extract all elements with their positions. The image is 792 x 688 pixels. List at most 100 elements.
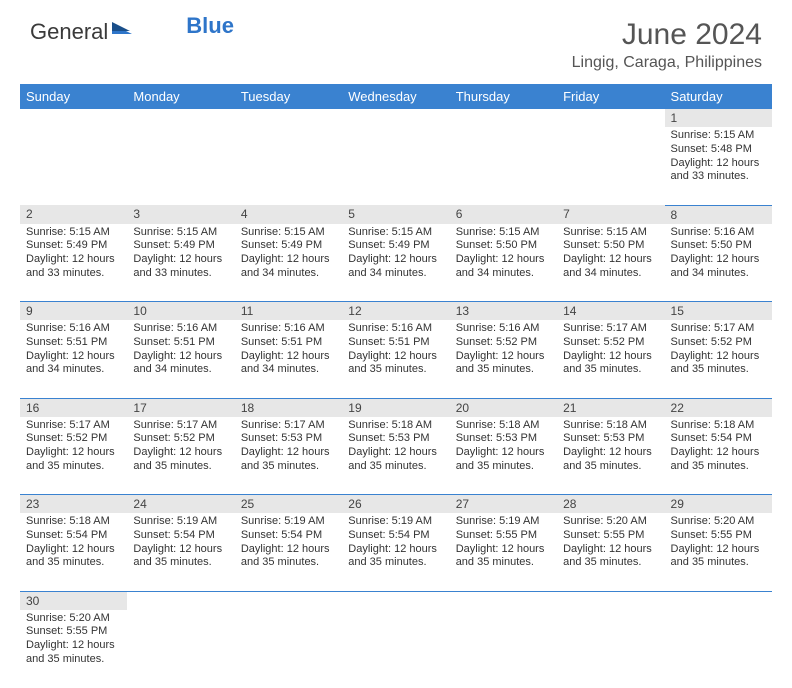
daylight-text: and 35 minutes. — [563, 556, 658, 570]
daylight-text: and 35 minutes. — [133, 556, 228, 570]
sunrise-text: Sunrise: 5:15 AM — [26, 226, 121, 240]
daylight-text: and 34 minutes. — [133, 363, 228, 377]
daylight-text: and 35 minutes. — [26, 460, 121, 474]
daylight-text: and 34 minutes. — [348, 267, 443, 281]
day-number-cell: 12 — [342, 302, 449, 321]
daylight-text: and 35 minutes. — [456, 556, 551, 570]
daylight-text: Daylight: 12 hours — [671, 350, 766, 364]
daylight-text: Daylight: 12 hours — [133, 446, 228, 460]
daylight-text: Daylight: 12 hours — [26, 446, 121, 460]
day-body-row: Sunrise: 5:15 AMSunset: 5:49 PMDaylight:… — [20, 224, 772, 302]
day-number-cell: 7 — [557, 205, 664, 224]
day-number-cell: 2 — [20, 205, 127, 224]
day-number-cell — [450, 591, 557, 610]
sunrise-text: Sunrise: 5:17 AM — [133, 419, 228, 433]
day-number-cell: 30 — [20, 591, 127, 610]
day-body-cell: Sunrise: 5:16 AMSunset: 5:51 PMDaylight:… — [235, 320, 342, 398]
day-number-cell — [342, 109, 449, 127]
sunrise-text: Sunrise: 5:17 AM — [241, 419, 336, 433]
daylight-text: Daylight: 12 hours — [563, 350, 658, 364]
day-body-cell: Sunrise: 5:15 AMSunset: 5:49 PMDaylight:… — [20, 224, 127, 302]
daylight-text: Daylight: 12 hours — [671, 543, 766, 557]
daylight-text: and 35 minutes. — [26, 556, 121, 570]
day-body-row: Sunrise: 5:17 AMSunset: 5:52 PMDaylight:… — [20, 417, 772, 495]
daylight-text: and 35 minutes. — [671, 363, 766, 377]
day-body-cell: Sunrise: 5:18 AMSunset: 5:54 PMDaylight:… — [665, 417, 772, 495]
day-number-cell: 16 — [20, 398, 127, 417]
day-number-cell: 8 — [665, 205, 772, 224]
daylight-text: Daylight: 12 hours — [133, 253, 228, 267]
day-body-cell: Sunrise: 5:16 AMSunset: 5:51 PMDaylight:… — [20, 320, 127, 398]
daylight-text: and 35 minutes. — [456, 460, 551, 474]
sunset-text: Sunset: 5:53 PM — [456, 432, 551, 446]
day-body-cell — [20, 127, 127, 205]
sunset-text: Sunset: 5:51 PM — [348, 336, 443, 350]
sunset-text: Sunset: 5:49 PM — [348, 239, 443, 253]
day-number-cell: 1 — [665, 109, 772, 127]
daylight-text: Daylight: 12 hours — [348, 350, 443, 364]
day-body-cell — [665, 610, 772, 688]
daylight-text: Daylight: 12 hours — [671, 253, 766, 267]
sunset-text: Sunset: 5:50 PM — [456, 239, 551, 253]
weekday-header: Wednesday — [342, 84, 449, 109]
day-number-cell: 23 — [20, 495, 127, 514]
daylight-text: Daylight: 12 hours — [133, 543, 228, 557]
flag-icon — [112, 18, 134, 44]
day-number-row: 2345678 — [20, 205, 772, 224]
day-number-cell: 9 — [20, 302, 127, 321]
sunset-text: Sunset: 5:52 PM — [26, 432, 121, 446]
day-number-cell: 29 — [665, 495, 772, 514]
day-number-row: 16171819202122 — [20, 398, 772, 417]
daylight-text: and 35 minutes. — [241, 460, 336, 474]
daylight-text: Daylight: 12 hours — [563, 446, 658, 460]
sunrise-text: Sunrise: 5:20 AM — [26, 612, 121, 626]
day-body-cell — [557, 127, 664, 205]
daylight-text: Daylight: 12 hours — [26, 350, 121, 364]
day-number-cell — [557, 591, 664, 610]
day-body-row: Sunrise: 5:16 AMSunset: 5:51 PMDaylight:… — [20, 320, 772, 398]
sunrise-text: Sunrise: 5:18 AM — [348, 419, 443, 433]
daylight-text: Daylight: 12 hours — [26, 543, 121, 557]
day-number-cell: 20 — [450, 398, 557, 417]
logo-text-general: General — [30, 19, 108, 45]
month-title: June 2024 — [572, 18, 762, 52]
daylight-text: and 35 minutes. — [348, 363, 443, 377]
day-body-cell: Sunrise: 5:17 AMSunset: 5:52 PMDaylight:… — [665, 320, 772, 398]
daylight-text: Daylight: 12 hours — [26, 639, 121, 653]
daylight-text: and 34 minutes. — [456, 267, 551, 281]
daylight-text: and 35 minutes. — [563, 460, 658, 474]
day-body-cell: Sunrise: 5:16 AMSunset: 5:52 PMDaylight:… — [450, 320, 557, 398]
day-number-cell — [342, 591, 449, 610]
sunset-text: Sunset: 5:53 PM — [241, 432, 336, 446]
daylight-text: and 35 minutes. — [241, 556, 336, 570]
sunset-text: Sunset: 5:53 PM — [563, 432, 658, 446]
day-number-cell: 27 — [450, 495, 557, 514]
sunrise-text: Sunrise: 5:18 AM — [26, 515, 121, 529]
day-body-cell: Sunrise: 5:16 AMSunset: 5:50 PMDaylight:… — [665, 224, 772, 302]
weekday-header: Tuesday — [235, 84, 342, 109]
sunset-text: Sunset: 5:50 PM — [563, 239, 658, 253]
day-body-cell: Sunrise: 5:18 AMSunset: 5:53 PMDaylight:… — [557, 417, 664, 495]
sunrise-text: Sunrise: 5:19 AM — [241, 515, 336, 529]
sunset-text: Sunset: 5:51 PM — [133, 336, 228, 350]
day-number-cell: 3 — [127, 205, 234, 224]
sunset-text: Sunset: 5:49 PM — [26, 239, 121, 253]
sunset-text: Sunset: 5:54 PM — [133, 529, 228, 543]
sunset-text: Sunset: 5:49 PM — [133, 239, 228, 253]
day-number-cell: 13 — [450, 302, 557, 321]
day-number-cell — [557, 109, 664, 127]
day-number-cell: 18 — [235, 398, 342, 417]
weekday-header: Monday — [127, 84, 234, 109]
sunrise-text: Sunrise: 5:20 AM — [563, 515, 658, 529]
sunrise-text: Sunrise: 5:15 AM — [456, 226, 551, 240]
day-body-cell — [127, 127, 234, 205]
day-body-cell — [342, 127, 449, 205]
daylight-text: Daylight: 12 hours — [241, 446, 336, 460]
daylight-text: Daylight: 12 hours — [26, 253, 121, 267]
day-number-cell: 17 — [127, 398, 234, 417]
day-body-cell — [450, 610, 557, 688]
day-number-cell: 28 — [557, 495, 664, 514]
sunrise-text: Sunrise: 5:19 AM — [133, 515, 228, 529]
sunset-text: Sunset: 5:52 PM — [456, 336, 551, 350]
day-number-cell — [665, 591, 772, 610]
